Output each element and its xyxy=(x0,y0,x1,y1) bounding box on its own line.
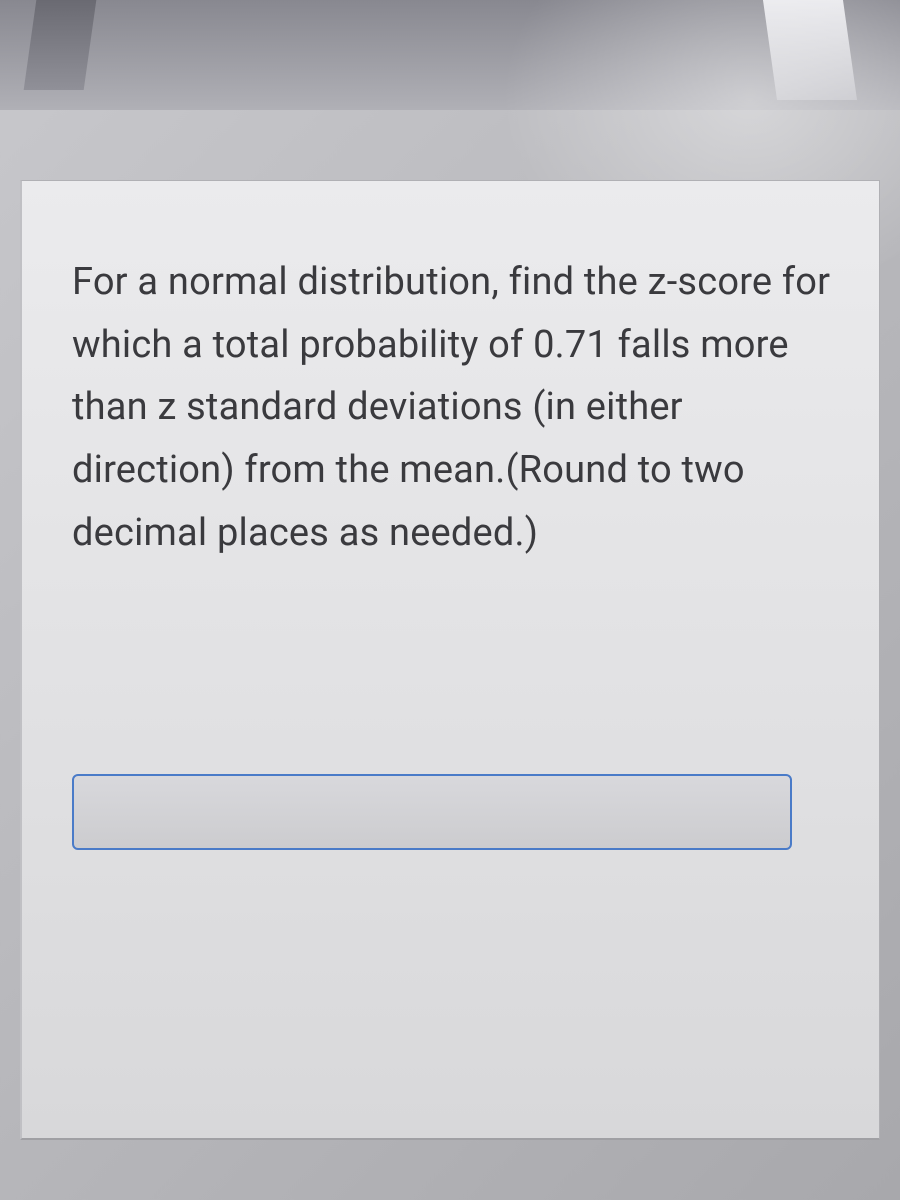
question-text: For a normal distribution, find the z-sc… xyxy=(72,251,839,564)
answer-input[interactable] xyxy=(72,774,792,850)
question-card: For a normal distribution, find the z-sc… xyxy=(20,180,880,1140)
screen-top-edge xyxy=(0,0,900,110)
